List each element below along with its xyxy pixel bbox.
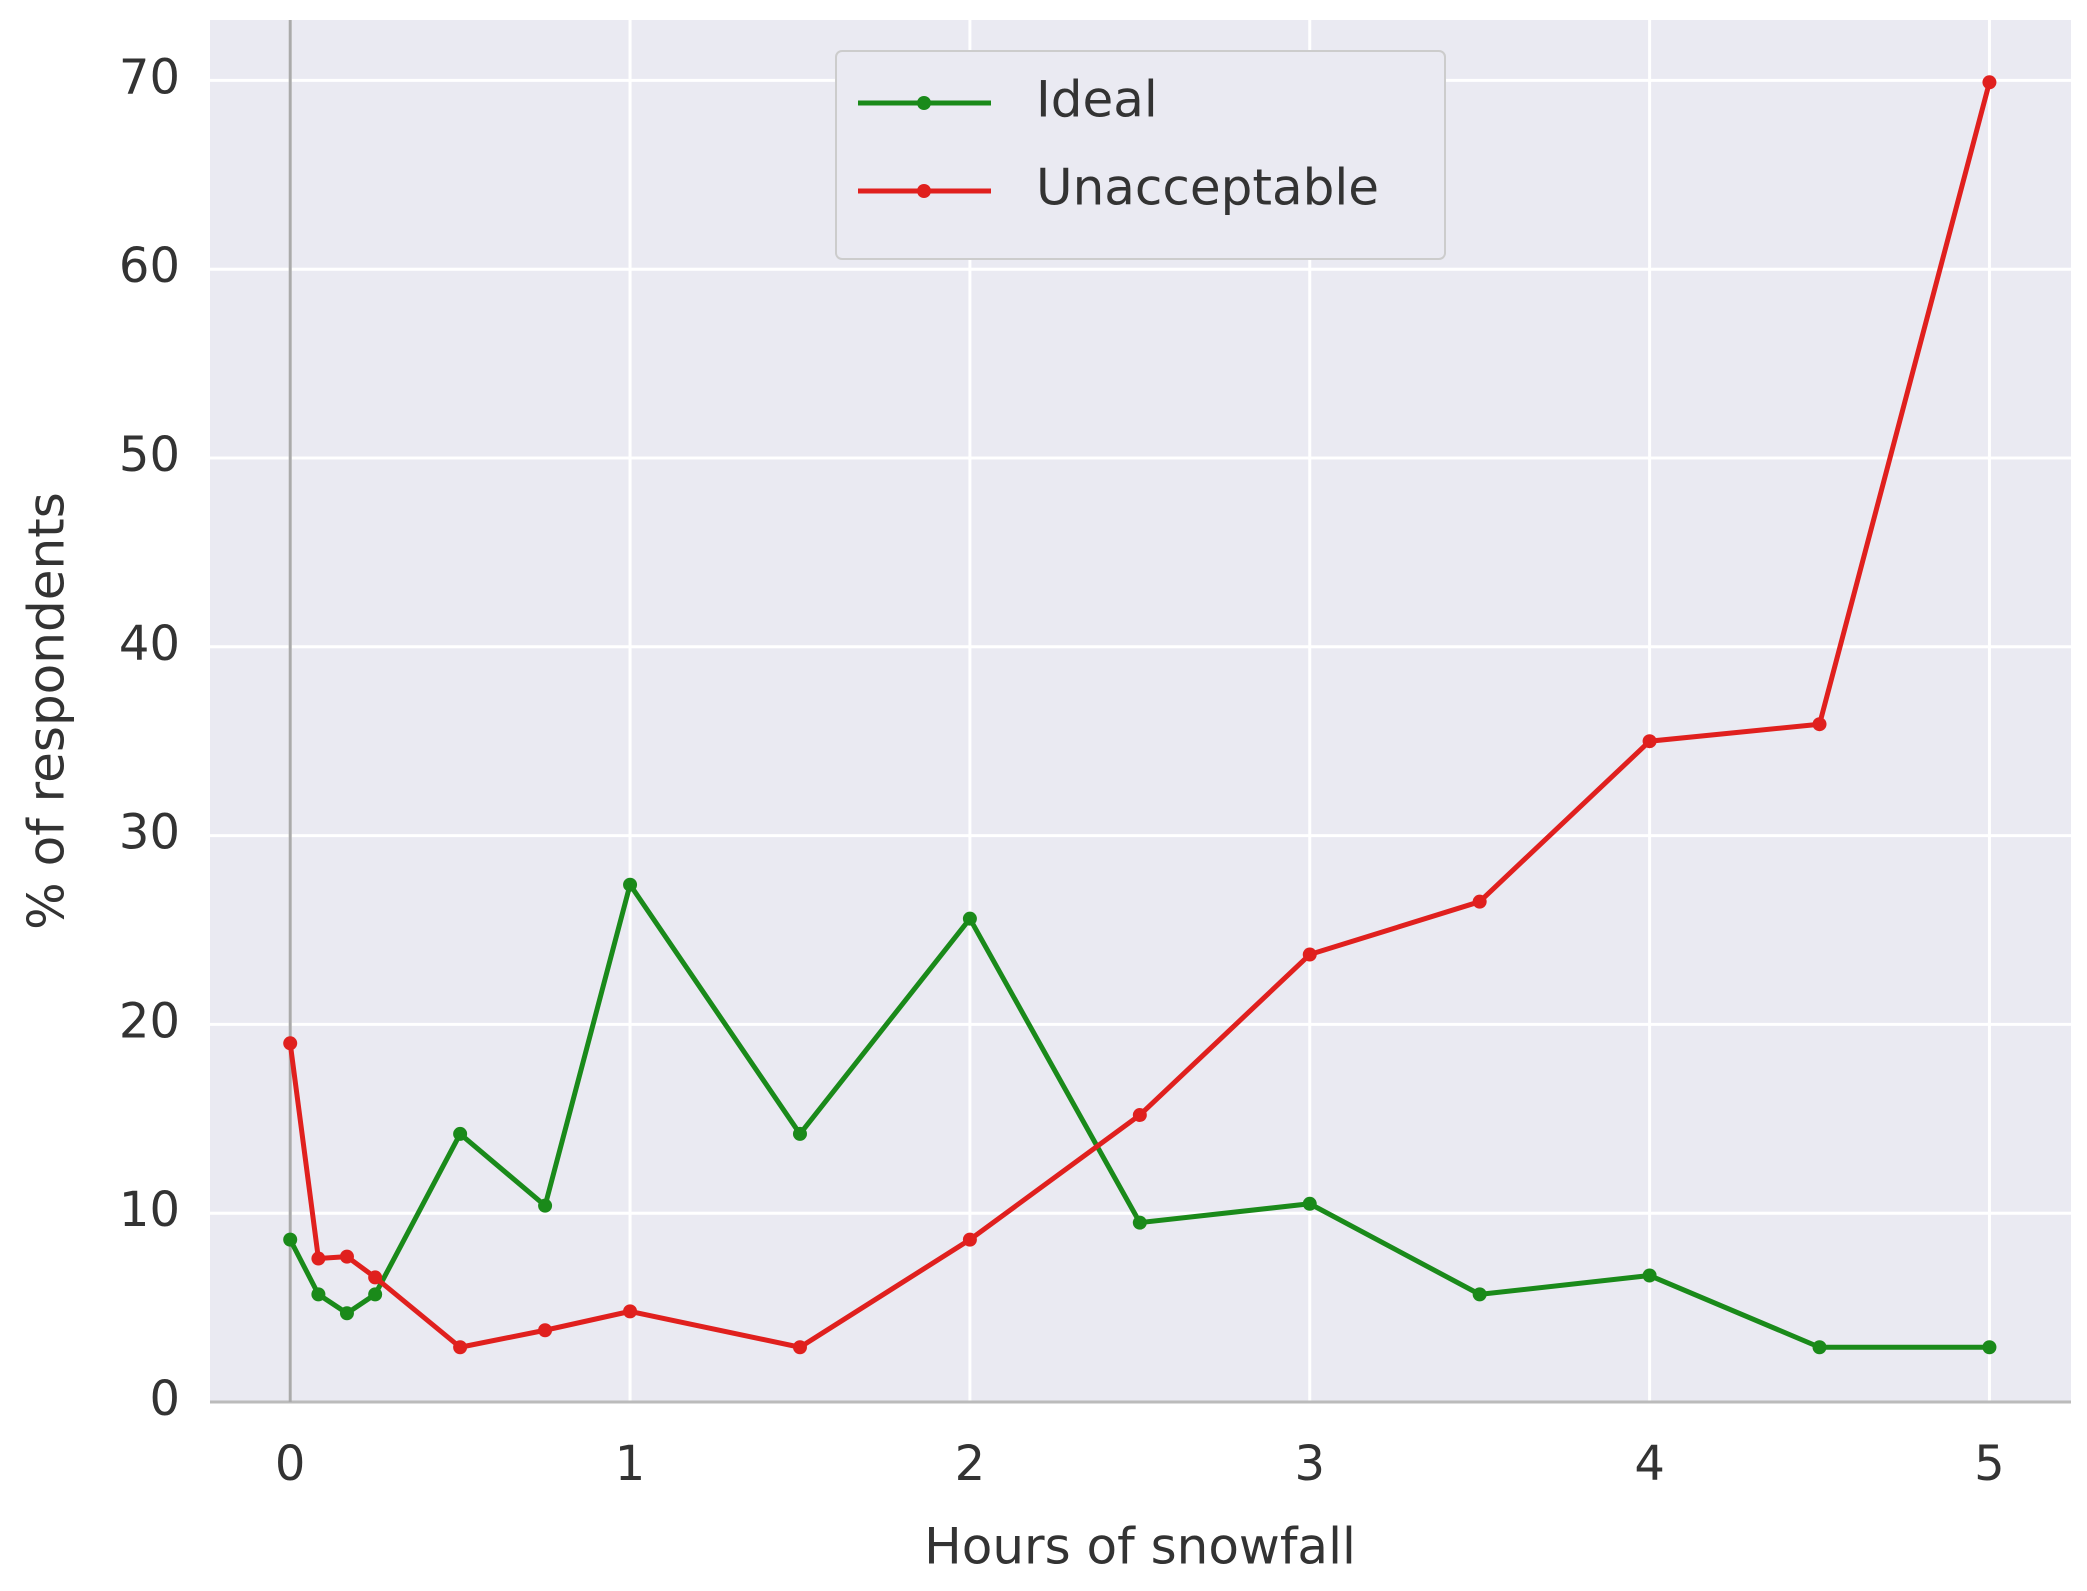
data-point	[962, 1232, 977, 1247]
y-tick-label: 70	[119, 49, 180, 105]
data-point	[1302, 947, 1317, 962]
y-tick-label: 30	[119, 805, 180, 861]
data-point	[1642, 734, 1657, 749]
data-point	[792, 1126, 807, 1141]
data-point	[538, 1198, 553, 1213]
data-point	[1302, 1196, 1317, 1211]
data-point	[1132, 1108, 1147, 1123]
legend: Ideal Unacceptable	[835, 50, 1446, 260]
data-point	[792, 1340, 807, 1355]
data-point	[1642, 1268, 1657, 1283]
y-tick-label: 10	[119, 1182, 180, 1238]
data-point	[1982, 1340, 1997, 1355]
data-point	[368, 1287, 383, 1302]
data-point	[283, 1232, 298, 1247]
data-point	[283, 1036, 298, 1051]
data-point	[962, 911, 977, 926]
data-point	[368, 1270, 383, 1285]
y-tick-label: 60	[119, 238, 180, 294]
data-point	[339, 1249, 354, 1264]
x-tick-label: 2	[955, 1436, 986, 1492]
data-point	[311, 1251, 326, 1266]
marks	[283, 75, 1997, 1355]
legend-label: Unacceptable	[1036, 159, 1379, 217]
y-tick-label: 40	[119, 616, 180, 672]
x-tick-label: 1	[615, 1436, 646, 1492]
legend-marker	[917, 96, 931, 110]
data-point	[623, 1304, 638, 1319]
legend-label: Ideal	[1036, 71, 1158, 129]
data-point	[1982, 75, 1997, 90]
x-tick-label: 3	[1294, 1436, 1325, 1492]
x-tick-label: 4	[1634, 1436, 1665, 1492]
data-point	[538, 1323, 553, 1338]
y-tick-label: 20	[119, 993, 180, 1049]
data-point	[1472, 1287, 1487, 1302]
y-axis-label: % of respondents	[18, 492, 76, 930]
data-point	[1472, 894, 1487, 909]
data-point	[1812, 717, 1827, 732]
legend-marker	[917, 184, 931, 198]
data-point	[1132, 1215, 1147, 1230]
x-tick-label: 5	[1974, 1436, 2005, 1492]
data-point	[339, 1306, 354, 1321]
y-tick-label: 0	[149, 1371, 180, 1427]
x-axis-label: Hours of snowfall	[924, 1518, 1356, 1576]
data-point	[623, 877, 638, 892]
data-point	[1812, 1340, 1827, 1355]
grid: 0 10 20 30 40 50 60 70 0 1 2 3 4 5	[119, 20, 2071, 1492]
data-point	[453, 1126, 468, 1141]
y-tick-label: 50	[119, 427, 180, 483]
x-tick-label: 0	[275, 1436, 306, 1492]
data-point	[311, 1287, 326, 1302]
data-point	[453, 1340, 468, 1355]
